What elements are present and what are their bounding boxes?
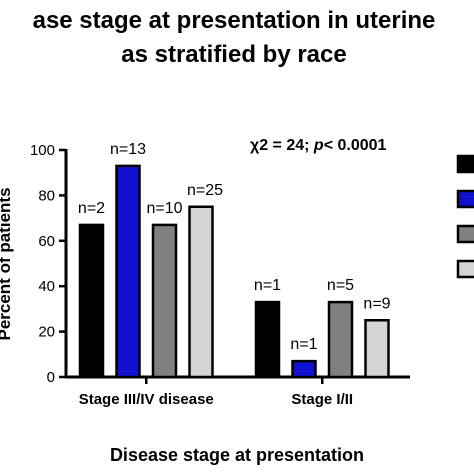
legend-swatch [456, 154, 474, 174]
y-tick-label: 40 [38, 278, 55, 295]
legend-swatch [456, 259, 474, 279]
legend [456, 154, 474, 279]
category-label: Stage I/II [291, 391, 353, 408]
bar [327, 300, 354, 379]
bar [151, 223, 178, 379]
y-tick-label: 0 [47, 369, 55, 386]
legend-swatch [456, 189, 474, 209]
p-symbol: p [313, 137, 324, 154]
p-value: < 0.0001 [324, 137, 387, 154]
y-axis-label: Percent of patients [0, 187, 14, 340]
bar-count-label: n=5 [327, 277, 354, 294]
bar [291, 359, 317, 379]
y-tick-label: 100 [30, 142, 55, 159]
y-tick-label: 80 [38, 187, 55, 204]
bar [188, 205, 214, 379]
chart-title-line-1: ase stage at presentation in uterine [33, 7, 436, 34]
chi-square-annotation: χ2 = 24; p< 0.0001 [250, 137, 387, 154]
bar [254, 300, 281, 379]
bar-count-label: n=1 [290, 336, 317, 353]
x-axis-label: Disease stage at presentation [110, 445, 364, 465]
bar-count-label: n=9 [363, 295, 390, 312]
bar-count-label: n=1 [254, 277, 281, 294]
bar-count-label: n=13 [110, 141, 146, 158]
bar [115, 164, 141, 379]
category-label: Stage III/IV disease [79, 391, 214, 408]
bar-count-label: n=2 [78, 200, 105, 217]
bar-count-label: n=25 [187, 182, 223, 199]
legend-swatch [456, 224, 474, 244]
bar-count-label: n=10 [146, 200, 182, 217]
chi-square-prefix: χ2 = 24; [250, 137, 314, 154]
y-tick-label: 20 [38, 324, 55, 341]
chart-title-line-2: as stratified by race [121, 41, 346, 68]
bar [364, 319, 390, 379]
bar [78, 223, 105, 379]
plot-area: 0 20 40 60 80 100 n=2 n=13 n=10 n=25 Stage III/IV … [30, 141, 410, 408]
y-tick-label: 60 [38, 233, 55, 250]
